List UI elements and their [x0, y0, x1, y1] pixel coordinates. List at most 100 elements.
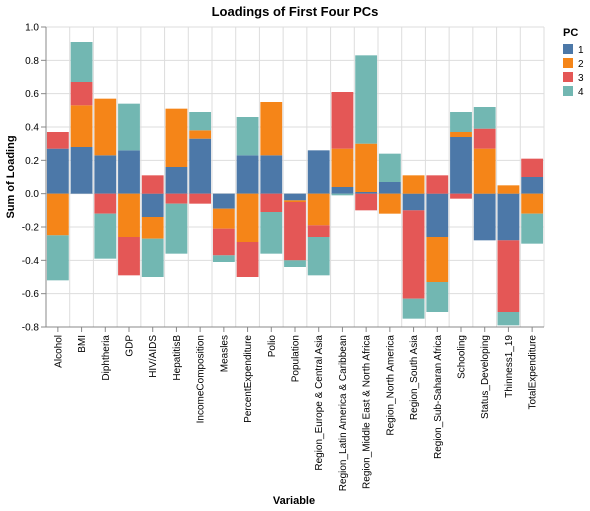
x-tick-label: Region_South Asia	[409, 335, 420, 421]
x-tick-label: BMI	[77, 335, 88, 353]
y-tick-label: -0.4	[22, 256, 40, 267]
bar-segment-pc2	[473, 148, 496, 194]
bar-segment-pc1	[94, 155, 117, 194]
bar-segment-pc4	[94, 213, 117, 259]
legend-label-pc3: 3	[578, 73, 584, 84]
bar-segment-pc4	[212, 255, 235, 262]
x-axis-title: Variable	[273, 495, 315, 507]
bar-segment-pc3	[260, 193, 283, 212]
bar-segment-pc2	[450, 132, 472, 137]
bar-segment-pc4	[284, 260, 306, 267]
axes: 1.0 0.8 0.6 0.4 0.2 0.0 -0.2 -0.4 -0.6 -0.8 Alcoho…	[22, 23, 544, 491]
bar-segment-pc1	[450, 137, 472, 194]
bar-segment-pc1	[331, 187, 354, 194]
bar-segment-pc1	[118, 150, 140, 194]
bar-segment-pc2	[118, 193, 140, 237]
x-tick-label: Population	[291, 335, 302, 382]
x-tick-label: Region_North America	[385, 335, 396, 436]
x-tick-label: Diphtheria	[101, 335, 112, 381]
x-tick-label: Polio	[267, 335, 278, 358]
y-tick-label: -0.2	[22, 223, 40, 234]
bar-segment-pc1	[473, 193, 496, 241]
bar-segment-pc3	[473, 128, 496, 149]
x-tick-label: GDP	[125, 335, 136, 357]
bar-segment-pc1	[165, 167, 188, 194]
bar-segment-pc3	[284, 202, 306, 261]
bar-segment-pc2	[331, 148, 354, 187]
x-tick-label: TotalExpenditure	[528, 335, 539, 410]
bar-segment-pc3	[46, 132, 69, 149]
legend-label-pc1: 1	[578, 45, 584, 56]
bar-segment-pc2	[212, 208, 235, 229]
x-tick-label: Measles	[219, 335, 230, 372]
bar-segment-pc4	[497, 312, 520, 326]
x-tick-label: IncomeComposition	[196, 335, 207, 423]
bar-segment-pc2	[260, 102, 283, 156]
bar-segment-pc2	[497, 185, 520, 194]
bar-segment-pc2	[165, 108, 188, 167]
bar-segment-pc4	[70, 42, 93, 82]
x-tick-label: Region_Europe & Central Asia	[314, 335, 325, 471]
bar-segment-pc1	[260, 155, 283, 194]
bar-segment-pc1	[70, 147, 93, 194]
bar-segment-pc4	[450, 112, 472, 132]
x-tick-label: Alcohol	[53, 335, 64, 368]
bar-segment-pc3	[189, 193, 212, 204]
bar-segment-pc3	[212, 228, 235, 256]
bar-segment-pc2	[378, 193, 401, 214]
bar-segment-pc4	[355, 55, 378, 144]
legend-swatch-pc1	[563, 44, 573, 54]
bar-segment-pc4	[521, 213, 544, 244]
x-tick-label: HepatitisB	[172, 335, 183, 381]
bar-segment-pc2	[70, 105, 93, 147]
y-tick-label: 0.4	[25, 123, 39, 134]
x-tick-label: PercentExpenditure	[243, 335, 254, 423]
y-axis-title: Sum of Loading	[5, 135, 17, 218]
bar-segment-pc1	[497, 193, 520, 241]
bar-segment-pc2	[94, 98, 117, 156]
bar-segment-pc1	[141, 193, 164, 217]
bar-segment-pc4	[426, 282, 449, 312]
bar-segment-pc4	[141, 238, 164, 277]
bar-segment-pc2	[402, 175, 425, 194]
bar-segment-pc4	[46, 235, 69, 281]
bar-segment-pc4	[402, 298, 425, 319]
bar-segment-pc3	[70, 82, 93, 106]
bar-segment-pc1	[355, 192, 378, 194]
bar-segment-pc4	[165, 203, 188, 254]
bars	[46, 42, 544, 326]
x-tick-label: Region_Sub-Saharan Africa	[433, 335, 444, 459]
bar-segment-pc2	[426, 237, 449, 282]
bar-segment-pc1	[236, 155, 259, 194]
x-tick-label: Region_Middle East & North Africa	[362, 335, 373, 489]
y-tick-label: -0.6	[22, 289, 40, 300]
legend-swatch-pc4	[563, 86, 573, 96]
x-tick-label: Status_Developing	[480, 335, 491, 419]
bar-segment-pc1	[402, 193, 425, 211]
y-tick-label: 0.6	[25, 89, 39, 100]
bar-segment-pc3	[497, 240, 520, 312]
chart-title: Loadings of First Four PCs	[212, 4, 379, 19]
legend-label-pc2: 2	[578, 59, 584, 70]
bar-segment-pc4	[473, 107, 496, 129]
bar-segment-pc2	[46, 193, 69, 236]
legend-label-pc4: 4	[578, 87, 584, 98]
bar-segment-pc3	[236, 242, 259, 277]
bar-segment-pc4	[118, 103, 140, 151]
bar-segment-pc3	[402, 210, 425, 299]
bar-segment-pc1	[46, 148, 69, 194]
bar-segment-pc2	[521, 193, 544, 214]
bar-segment-pc3	[331, 92, 354, 149]
x-tick-label: Thinness1_19	[504, 335, 515, 398]
bar-segment-pc4	[331, 193, 354, 196]
bar-segment-pc4	[236, 117, 259, 156]
y-tick-label: 1.0	[25, 23, 39, 34]
y-tick-label: -0.8	[22, 323, 40, 334]
bar-segment-pc1	[521, 177, 544, 194]
legend-swatch-pc3	[563, 72, 573, 82]
bar-segment-pc2	[141, 217, 164, 239]
bar-segment-pc3	[307, 225, 330, 237]
bar-segment-pc1	[212, 193, 235, 209]
bar-segment-pc1	[307, 150, 330, 194]
